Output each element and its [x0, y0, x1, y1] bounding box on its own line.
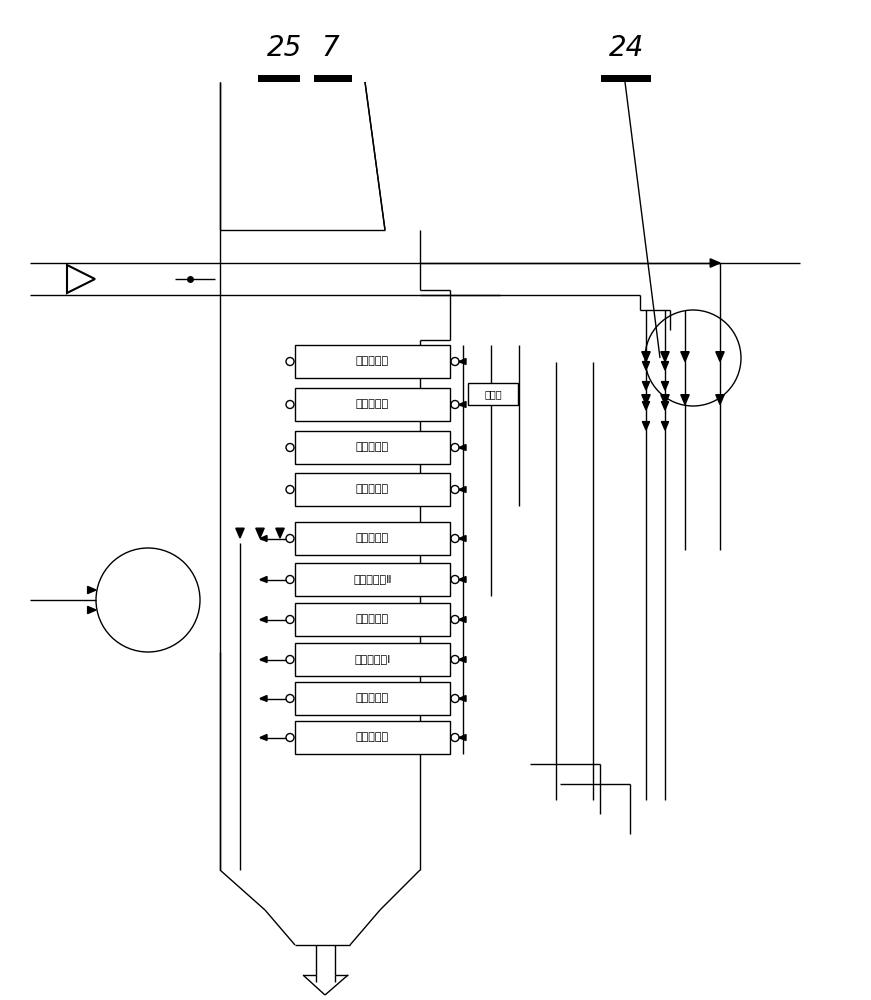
Text: 中压省營器Ⅰ: 中压省營器Ⅰ	[354, 654, 391, 664]
Polygon shape	[642, 352, 650, 361]
Text: 低压蜗发器: 低压蜗发器	[356, 614, 389, 624]
Polygon shape	[661, 402, 669, 410]
Polygon shape	[643, 382, 650, 390]
Polygon shape	[459, 359, 466, 364]
Polygon shape	[661, 422, 669, 430]
Polygon shape	[661, 362, 669, 370]
Text: 中压蜗发器: 中压蜗发器	[356, 442, 389, 452]
Polygon shape	[260, 696, 267, 702]
Bar	[258, 75, 300, 82]
Polygon shape	[459, 696, 466, 702]
Bar	[295, 682, 450, 715]
Polygon shape	[256, 528, 264, 538]
Polygon shape	[260, 576, 267, 582]
Polygon shape	[642, 395, 650, 404]
Bar	[468, 383, 518, 405]
Polygon shape	[459, 734, 466, 740]
Polygon shape	[710, 259, 720, 267]
Polygon shape	[643, 422, 650, 430]
Text: 24: 24	[610, 34, 645, 62]
Polygon shape	[681, 395, 689, 404]
Text: 低压过热器: 低压过热器	[356, 534, 389, 544]
Polygon shape	[236, 528, 244, 538]
Text: 低温省營器: 低温省營器	[356, 732, 389, 742]
Polygon shape	[643, 402, 650, 410]
Bar	[295, 345, 450, 378]
Polygon shape	[459, 536, 466, 542]
Polygon shape	[681, 352, 689, 361]
Bar	[601, 75, 651, 82]
Polygon shape	[88, 586, 96, 594]
Bar	[295, 563, 450, 596]
Text: 二级过热器: 二级过热器	[356, 357, 389, 366]
Polygon shape	[459, 487, 466, 492]
Bar	[314, 75, 352, 82]
Bar	[295, 603, 450, 636]
Polygon shape	[643, 362, 650, 370]
Polygon shape	[260, 616, 267, 622]
Polygon shape	[459, 616, 466, 622]
Bar	[295, 522, 450, 555]
Text: 减温器: 减温器	[484, 389, 502, 399]
Text: 中压省營器Ⅱ: 中压省營器Ⅱ	[353, 574, 392, 584]
Text: 7: 7	[321, 34, 339, 62]
Bar	[295, 721, 450, 754]
Bar	[295, 388, 450, 421]
Polygon shape	[88, 606, 96, 614]
Text: 中压蜗发器: 中压蜗发器	[356, 485, 389, 494]
Polygon shape	[661, 382, 669, 390]
Polygon shape	[716, 352, 724, 361]
Bar	[295, 643, 450, 676]
Text: 25: 25	[267, 34, 302, 62]
Polygon shape	[459, 444, 466, 450]
Polygon shape	[459, 401, 466, 408]
Polygon shape	[260, 734, 267, 740]
Polygon shape	[459, 656, 466, 662]
Bar	[295, 473, 450, 506]
Bar	[295, 431, 450, 464]
Polygon shape	[67, 265, 95, 293]
Polygon shape	[661, 395, 669, 404]
Text: 一级过热器: 一级过热器	[356, 399, 389, 410]
Polygon shape	[260, 536, 267, 542]
Polygon shape	[459, 576, 466, 582]
Polygon shape	[661, 352, 669, 361]
Text: 低压省營器: 低压省營器	[356, 694, 389, 704]
Polygon shape	[716, 395, 724, 404]
Polygon shape	[276, 528, 284, 538]
Polygon shape	[260, 656, 267, 662]
